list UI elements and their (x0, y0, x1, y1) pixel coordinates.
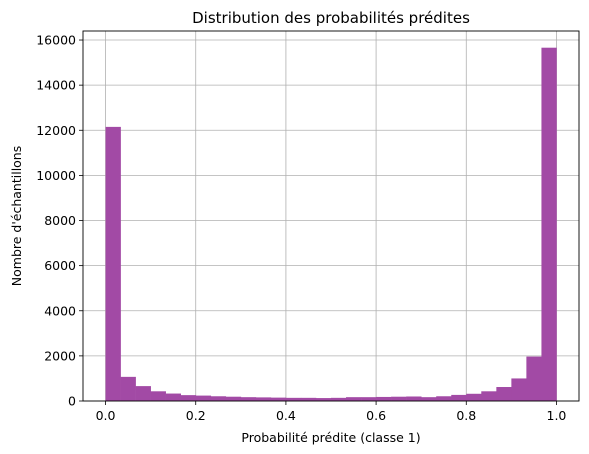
histogram-bar (466, 393, 482, 401)
histogram-bar (105, 126, 121, 401)
y-tick-label: 6000 (44, 258, 76, 273)
y-axis-label: Nombre d'échantillons (9, 146, 24, 286)
x-tick-label: 0.6 (366, 408, 386, 423)
histogram-bar (391, 396, 407, 401)
histogram-bar (496, 387, 512, 401)
histogram-bar (331, 397, 347, 401)
x-tick-label: 0.4 (276, 408, 296, 423)
histogram-bar (481, 391, 497, 401)
y-tick-label: 4000 (44, 303, 76, 318)
histogram-bar (180, 395, 197, 401)
y-tick-label: 10000 (36, 168, 76, 183)
histogram-bar (361, 397, 377, 401)
histogram-bar (135, 386, 151, 401)
histogram-bar (285, 397, 302, 401)
grid-lines (83, 31, 579, 402)
y-tick-label: 0 (68, 394, 76, 409)
histogram-bar (165, 393, 181, 401)
x-axis-ticks: 0.0 0.2 0.4 0.6 0.8 1.0 (96, 401, 567, 423)
x-tick-label: 0.8 (456, 408, 476, 423)
histogram-bar (210, 396, 227, 401)
y-axis-ticks: 0 2000 4000 6000 8000 10000 12000 14000 16000 (36, 33, 83, 409)
histogram-bar (270, 397, 287, 401)
histogram-bar (195, 395, 212, 401)
histogram-bar (511, 378, 527, 401)
x-tick-label: 1.0 (547, 408, 567, 423)
y-tick-label: 16000 (36, 33, 76, 48)
histogram-bar (376, 396, 392, 401)
histogram-bars (105, 47, 557, 401)
y-tick-label: 14000 (36, 78, 76, 93)
histogram-bar (526, 356, 542, 401)
histogram-bar (225, 396, 242, 401)
x-axis-label: Probabilité prédite (classe 1) (241, 430, 420, 445)
histogram-bar (120, 376, 136, 401)
chart-title: Distribution des probabilités prédites (192, 9, 470, 27)
histogram-bar (346, 397, 362, 401)
histogram-bar (315, 398, 332, 401)
histogram-bar (406, 396, 422, 401)
histogram-bar (240, 397, 257, 401)
plot-frame (82, 30, 580, 402)
y-tick-label: 2000 (44, 348, 76, 363)
histogram-bar (421, 397, 437, 401)
x-tick-label: 0.0 (96, 408, 116, 423)
histogram-bar (541, 47, 557, 401)
histogram-bar (255, 397, 272, 401)
histogram-bar (451, 394, 467, 401)
x-tick-label: 0.2 (186, 408, 206, 423)
histogram-bar (436, 396, 452, 401)
histogram-bar (300, 397, 317, 401)
histogram-bar (150, 391, 166, 401)
y-tick-label: 12000 (36, 123, 76, 138)
y-tick-label: 8000 (44, 213, 76, 228)
